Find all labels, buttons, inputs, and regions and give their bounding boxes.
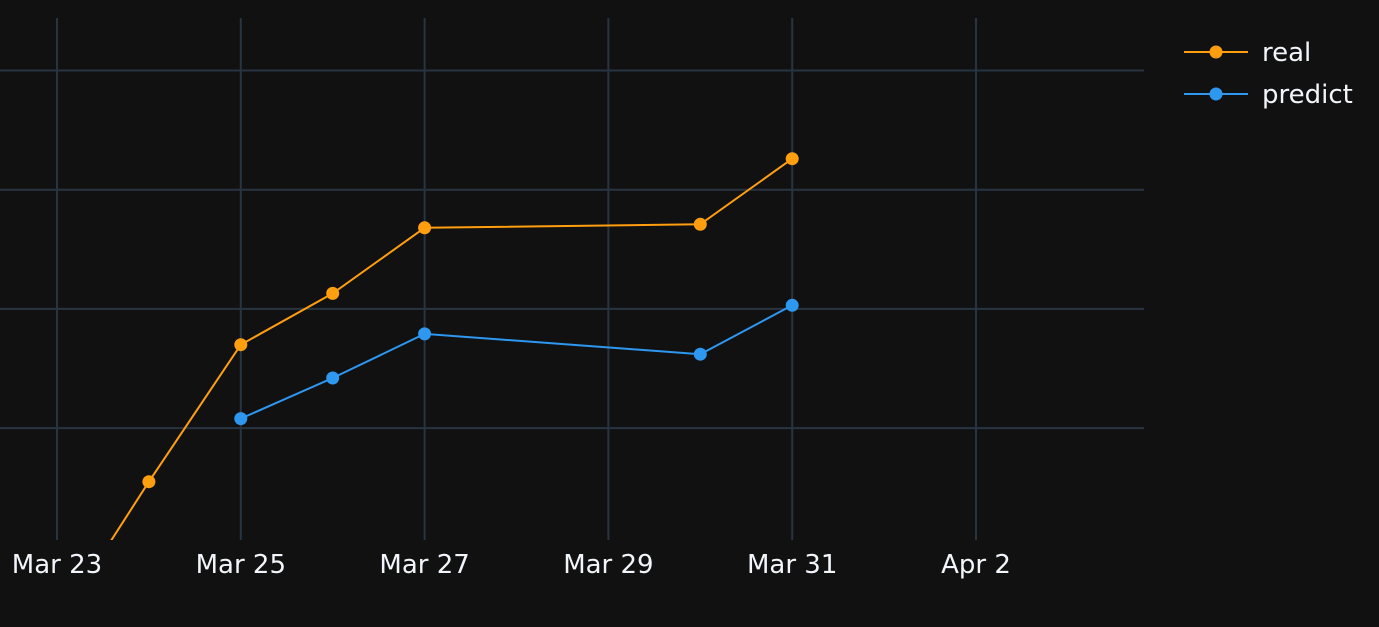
series-real: [51, 152, 799, 627]
data-point-predict[interactable]: [326, 371, 340, 385]
data-point-real[interactable]: [785, 152, 799, 166]
data-point-predict[interactable]: [234, 412, 248, 426]
series-line-real: [110, 157, 793, 540]
x-tick-label: Mar 27: [379, 550, 469, 580]
data-point-real[interactable]: [234, 338, 248, 352]
data-point-real[interactable]: [326, 286, 340, 300]
legend-marker-icon: [1209, 87, 1223, 101]
data-point-real[interactable]: [51, 618, 64, 627]
data-point-predict[interactable]: [785, 298, 799, 312]
x-tick-label: Mar 29: [563, 550, 653, 580]
legend-label: predict: [1262, 80, 1353, 110]
x-tick-label: Mar 23: [12, 550, 102, 580]
x-tick-label: Apr 2: [941, 550, 1011, 580]
series-predict: [234, 298, 799, 426]
legend-marker-icon: [1209, 45, 1223, 59]
data-point-real[interactable]: [418, 221, 432, 235]
data-point-real[interactable]: [142, 475, 156, 489]
legend-item-real[interactable]: real: [1184, 38, 1311, 68]
legend-label: real: [1262, 38, 1311, 68]
data-point-predict[interactable]: [693, 347, 707, 361]
grid: [0, 18, 1144, 540]
x-tick-label: Mar 25: [196, 550, 286, 580]
data-point-real[interactable]: [693, 217, 707, 231]
x-axis-ticks: Mar 23 Mar 25 Mar 27 Mar 29 Mar 31 Apr 2: [12, 550, 1011, 580]
legend[interactable]: real predict: [1184, 38, 1353, 110]
series-layer: [51, 152, 799, 627]
x-tick-label: Mar 31: [747, 550, 837, 580]
data-point-predict[interactable]: [418, 327, 432, 341]
series-line-predict: [240, 304, 793, 420]
legend-item-predict[interactable]: predict: [1184, 80, 1353, 110]
